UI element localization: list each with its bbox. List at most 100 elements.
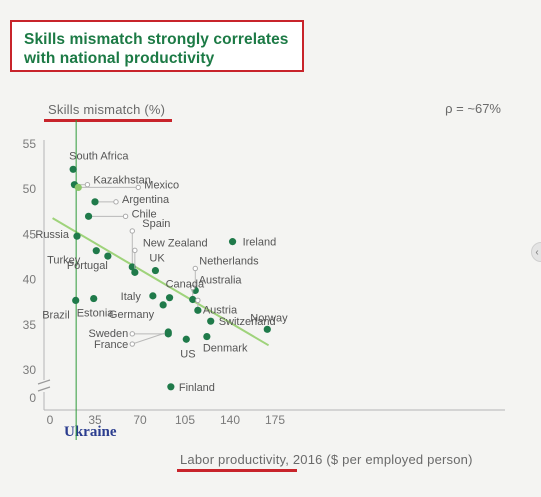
data-point [182, 335, 190, 343]
point-label: Portugal [67, 260, 108, 272]
point-russia: Russia [35, 229, 81, 241]
data-point [90, 294, 98, 303]
data-point [263, 325, 271, 333]
point-label: Denmark [203, 343, 248, 355]
point-south-africa: South Africa [69, 150, 129, 173]
point-label: Estonia [77, 308, 115, 320]
point-germany: Germany [109, 301, 167, 321]
x-axis-label-main: Labor productivity [180, 452, 286, 467]
point-label: Sweden [89, 328, 129, 340]
leader-end [84, 181, 91, 188]
chart-title-line-1: Skills mismatch strongly correlates [24, 31, 289, 48]
point-label: Austria [203, 304, 238, 316]
leader-end [135, 184, 141, 191]
point-label: New Zealand [143, 237, 208, 249]
data-point [84, 212, 93, 220]
point-canada: Canada [166, 279, 205, 302]
point-label: Mexico [144, 179, 179, 191]
y-tick-label: 35 [23, 318, 37, 332]
point-label: Brazil [42, 309, 70, 321]
y-tick-label: 55 [23, 137, 37, 151]
point-portugal: Portugal [67, 252, 112, 272]
point-label: Switzerland [219, 316, 276, 328]
data-point [104, 252, 112, 260]
point-label: Argentina [122, 194, 170, 206]
point-label: Australia [199, 274, 243, 286]
point-austria: Austria [194, 297, 238, 316]
data-point [91, 198, 99, 206]
leader-end [129, 228, 135, 234]
x-tick-label: 140 [220, 413, 240, 427]
leader-end [122, 213, 129, 220]
point-label: South Africa [69, 150, 129, 162]
x-axis-label: Labor productivity, 2016 ($ per employed… [177, 452, 473, 472]
point-label: Ireland [243, 237, 277, 249]
data-point [194, 306, 202, 314]
leader-end [195, 297, 201, 304]
point-spain: Spain [128, 218, 170, 271]
point-us: US [180, 335, 196, 360]
x-tick-label: 35 [88, 413, 102, 427]
y-tick-label: 0 [29, 391, 36, 405]
point-norway: Norway [250, 312, 288, 333]
x-axis-label-rest: , 2016 ($ per employed person) [285, 452, 473, 467]
leader-end [192, 265, 198, 272]
data-point [73, 232, 81, 240]
point-label: Germany [109, 309, 155, 321]
data-point [164, 328, 172, 336]
point-chile: Chile [84, 208, 157, 220]
point-label: Kazakhstan [93, 175, 150, 187]
chart-title-line-2: with national productivity [24, 50, 215, 67]
point-brazil: Brazil [42, 296, 80, 321]
point-label: Turkey [47, 255, 81, 267]
ukraine-annotation: Ukraine [64, 424, 117, 440]
data-point [131, 268, 139, 276]
leader-end [132, 247, 138, 254]
point-mexico: Mexico [74, 179, 179, 191]
point-sweden: Sweden [89, 328, 172, 340]
data-point [151, 266, 160, 275]
x-tick-label: 105 [175, 413, 195, 427]
point-australia: Australia [189, 274, 243, 304]
point-france: France [94, 328, 172, 351]
y-tick-label: 45 [23, 227, 37, 241]
y-tick-label: 40 [23, 273, 37, 287]
point-label: Italy [121, 291, 142, 303]
point-label: Canada [166, 279, 205, 291]
point-denmark: Denmark [203, 332, 248, 355]
point-label: UK [149, 253, 165, 265]
y-axis-label-underline [44, 119, 172, 122]
leader-end [113, 199, 119, 205]
y-axis-label: Skills mismatch (%) [48, 102, 166, 117]
chart-title-box: Skills mismatch strongly correlates with… [10, 20, 304, 72]
data-point [128, 263, 136, 271]
point-label: US [180, 348, 195, 360]
x-tick-label: 0 [47, 413, 54, 427]
trend-line [52, 217, 270, 347]
data-point [69, 165, 77, 173]
point-label: Finland [179, 382, 215, 394]
x-axis-label-underline [177, 469, 297, 472]
y-axis-label-group: Skills mismatch (%) [44, 101, 172, 122]
point-uk: UK [149, 253, 165, 275]
data-point [207, 317, 215, 325]
point-label: Russia [35, 229, 70, 241]
data-point [167, 383, 175, 391]
data-point [72, 296, 80, 304]
x-tick-label: 70 [133, 413, 147, 427]
point-label: Chile [132, 208, 157, 220]
data-point [159, 301, 167, 309]
point-italy: Italy [121, 291, 157, 303]
point-label: France [94, 339, 128, 351]
data-point [165, 294, 174, 302]
leader-end [129, 331, 135, 337]
x-tick-label: 175 [265, 413, 285, 427]
correlation-label: ρ = ~67% [445, 101, 501, 116]
leader-end [190, 284, 196, 291]
point-new-zealand: New Zealand [131, 237, 208, 276]
point-label: Netherlands [199, 255, 259, 267]
point-ireland: Ireland [228, 237, 277, 249]
data-point [74, 183, 82, 191]
data-point [228, 238, 237, 246]
